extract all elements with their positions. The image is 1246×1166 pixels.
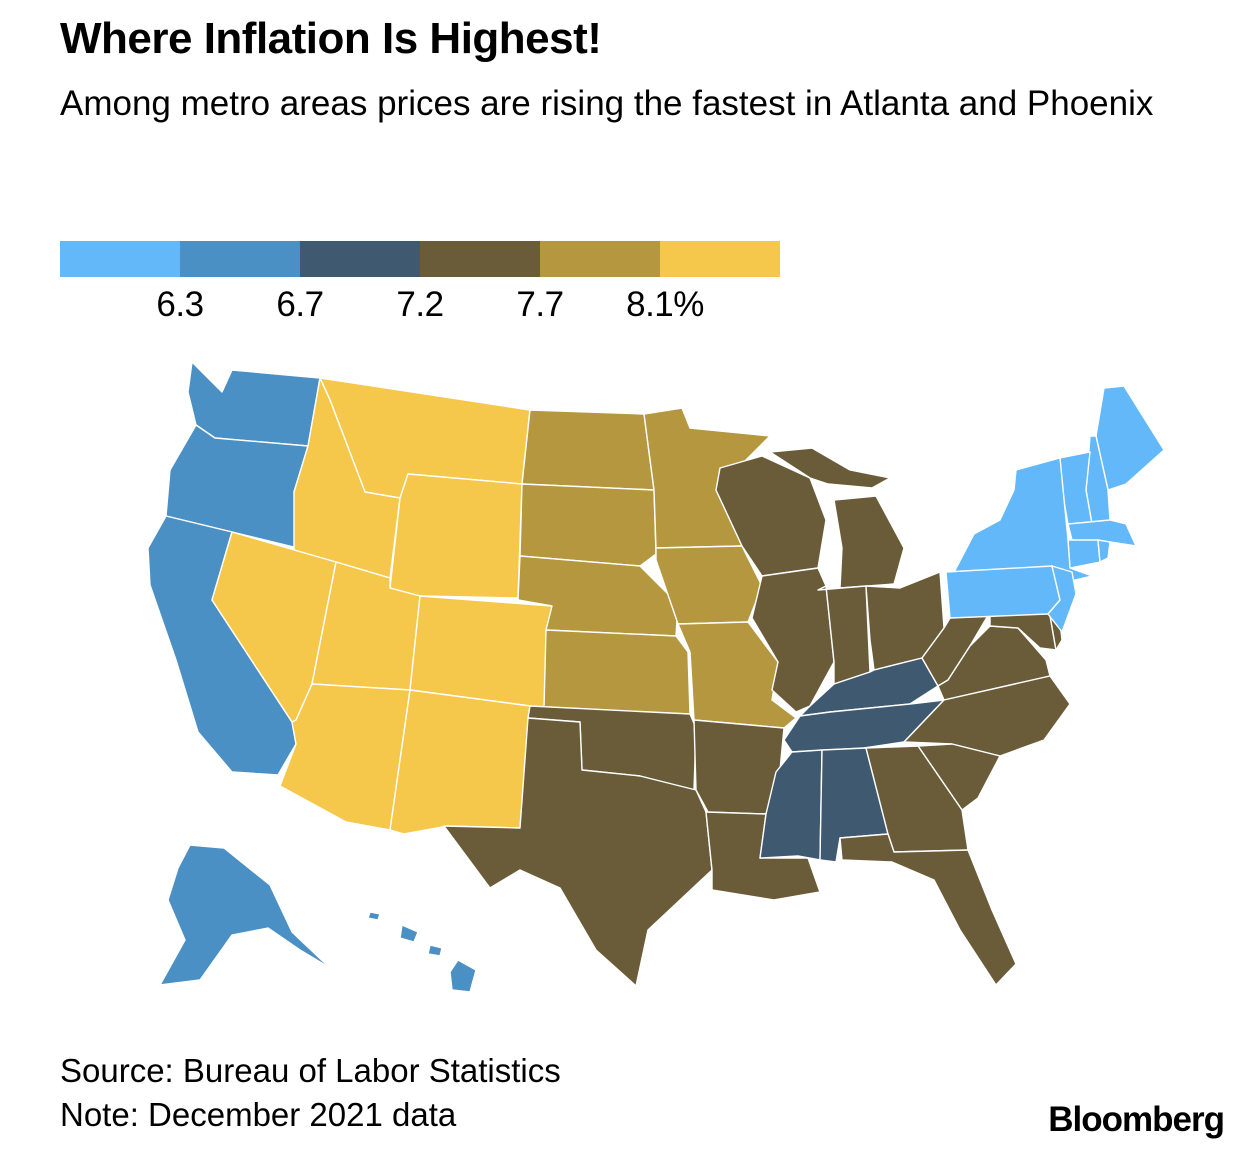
us-choropleth-map [40,340,1210,1010]
region-west-south-central [443,705,821,987]
legend-tick-2: 6.7 [276,285,324,324]
legend-swatch-4 [420,241,540,277]
region-east-south-central [759,657,945,863]
state-nd [521,409,655,491]
region-northeast [945,385,1165,633]
legend-tick-1: 6.3 [156,285,204,324]
state-co [409,595,553,709]
region-mountain [211,377,553,835]
source-note: Source: Bureau of Labor Statistics [60,1052,561,1089]
legend-swatch-1 [60,241,180,277]
color-legend: 6.3 6.7 7.2 7.7 8.1% [60,241,780,331]
state-mi [833,495,905,589]
state-ak [159,844,331,986]
legend-bar [60,241,780,277]
data-note: Note: December 2021 data [60,1096,457,1133]
legend-swatch-2 [180,241,300,277]
state-ri [1097,539,1111,563]
state-tx [443,717,713,987]
legend-tick-4: 7.7 [516,285,564,324]
legend-tick-5: 8.1% [626,285,704,324]
state-me [1095,385,1165,491]
state-sd [519,483,657,567]
region-east-north-central [715,447,945,713]
state-mi-upper [769,447,891,489]
chart-title: Where Inflation Is Highest! [60,14,602,63]
state-pa [945,565,1061,619]
state-nj [1047,565,1077,633]
state-ct [1067,539,1101,569]
state-nm [389,689,531,835]
state-il [751,567,835,713]
legend-swatch-5 [540,241,660,277]
state-hi [449,959,477,993]
chart-subtitle: Among metro areas prices are rising the … [60,84,1154,123]
region-pacific [147,361,477,993]
region-west-north-central [517,407,797,729]
state-ks [543,629,691,715]
state-wy [389,473,523,599]
state-nc [903,675,1071,757]
legend-tick-3: 7.2 [396,285,444,324]
state-mo [677,621,797,729]
map-svg [147,361,1165,993]
legend-swatch-6 [660,241,780,277]
state-hi-islands [367,911,443,957]
region-south-atlantic [839,603,1071,986]
bloomberg-logo: Bloomberg [1048,1100,1225,1139]
state-ky [799,657,939,717]
state-fl [839,833,1017,986]
legend-swatch-3 [300,241,420,277]
